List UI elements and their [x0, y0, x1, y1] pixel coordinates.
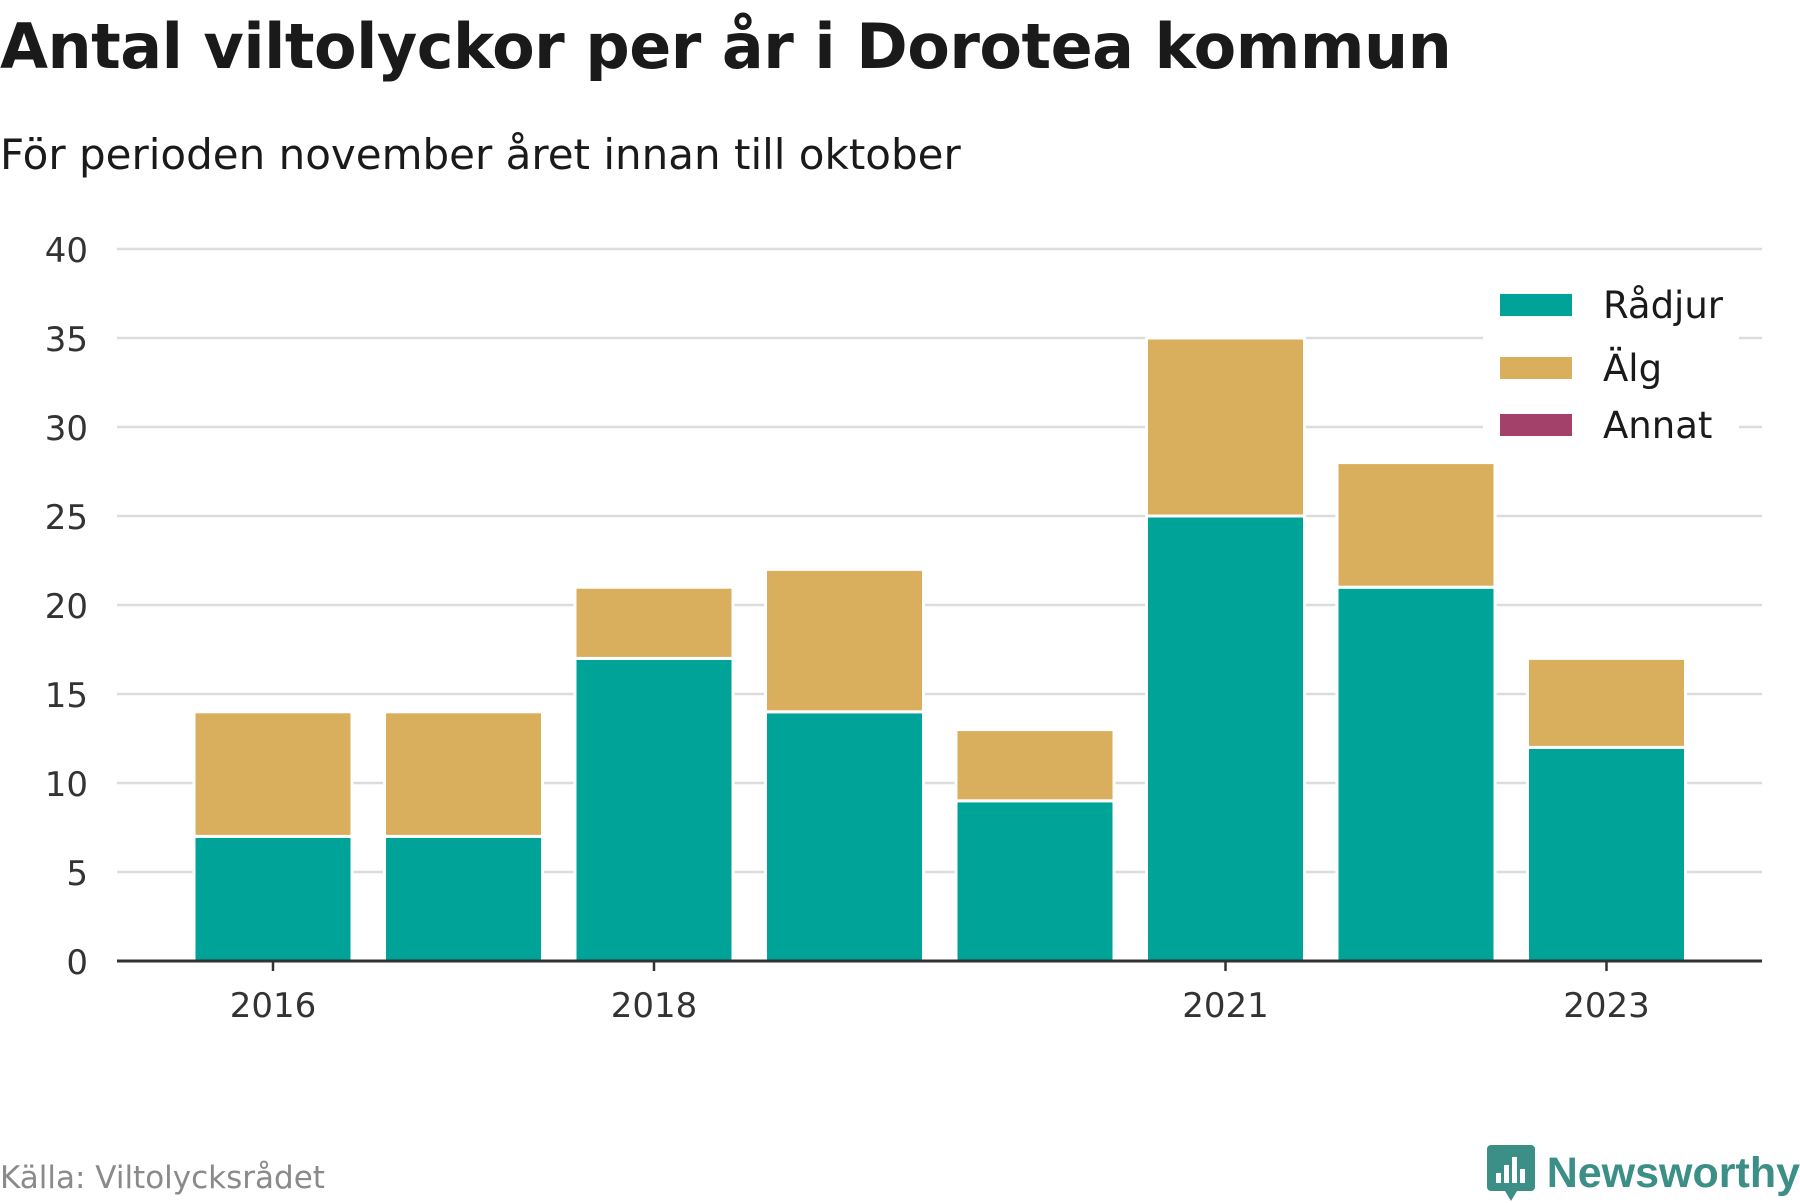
y-tick-label: 15: [45, 676, 88, 716]
x-tick-label: 2023: [1563, 986, 1650, 1026]
legend-swatch: [1500, 414, 1572, 436]
bar-segment: [573, 656, 735, 963]
x-tick-label: 2018: [611, 986, 698, 1026]
legend: Rådjur Älg Annat: [1483, 275, 1739, 455]
bar-segment: [954, 728, 1116, 803]
brand-logo: Newsworthy: [1486, 1143, 1800, 1203]
bars: [192, 336, 1687, 963]
bar-segment: [1145, 514, 1306, 963]
legend-swatch: [1500, 357, 1572, 379]
bar-segment: [764, 710, 925, 963]
bar-segment: [573, 585, 735, 660]
y-axis-tick-labels: 0 5 10 15 20 25 30 35 40: [45, 231, 88, 983]
chart-title: Antal viltolyckor per år i Dorotea kommu…: [0, 10, 1452, 83]
bar-segment: [1526, 656, 1687, 749]
bar-segment: [383, 710, 544, 838]
bar-segment: [383, 834, 544, 963]
bar-segment: [1145, 336, 1306, 518]
bar-segment: [764, 567, 925, 714]
y-tick-label: 30: [45, 409, 88, 449]
y-tick-label: 35: [45, 320, 88, 360]
legend-label: Annat: [1603, 404, 1712, 447]
y-tick-label: 40: [45, 231, 88, 271]
x-axis: 2016 2018 2021 2023: [117, 959, 1762, 1026]
y-tick-label: 25: [45, 498, 88, 538]
bar-segment: [192, 710, 354, 838]
source-note: Källa: Viltolycksrådet: [0, 1160, 325, 1196]
bar-segment: [1335, 461, 1497, 589]
legend-swatch: [1500, 294, 1572, 316]
bar-segment: [954, 799, 1116, 963]
brand-name: Newsworthy: [1546, 1148, 1800, 1197]
x-tick-label: 2016: [230, 986, 317, 1026]
bar-segment: [192, 834, 354, 963]
y-tick-label: 20: [45, 587, 88, 627]
y-tick-label: 10: [45, 765, 88, 805]
legend-label: Älg: [1603, 347, 1662, 390]
x-tick-label: 2021: [1182, 986, 1269, 1026]
bar-chart-badge-icon: [1486, 1145, 1535, 1201]
y-tick-label: 5: [66, 854, 88, 894]
bar-segment: [1526, 745, 1687, 963]
y-tick-label: 0: [66, 943, 88, 983]
bar-segment: [1335, 585, 1497, 963]
chart-subtitle: För perioden november året innan till ok…: [0, 130, 961, 179]
legend-label: Rådjur: [1603, 284, 1724, 327]
